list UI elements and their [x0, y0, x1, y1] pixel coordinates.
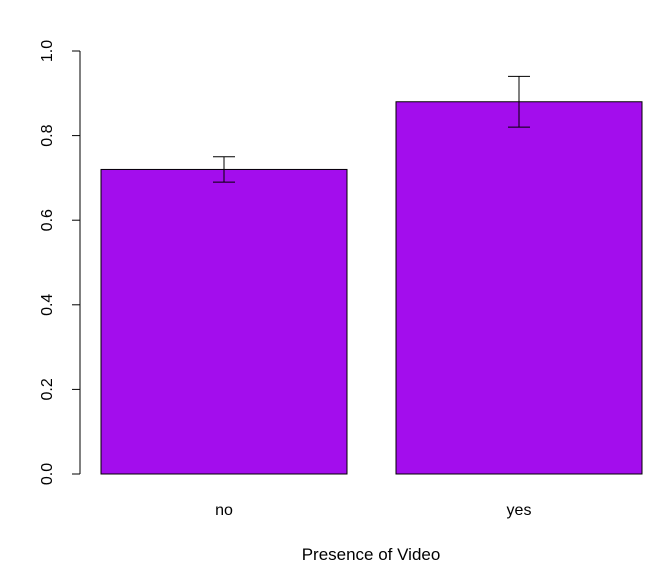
x-tick-labels: no yes [215, 502, 531, 519]
y-tick-label: 1.0 [39, 40, 56, 62]
x-tick-label-yes: yes [507, 502, 532, 519]
y-tick-label: 0.8 [39, 124, 56, 146]
error-bar-no [213, 156, 235, 183]
bar-no [100, 168, 348, 475]
y-tick-label: 0.0 [39, 463, 56, 485]
bar-yes [395, 101, 643, 475]
y-tick-label: 0.4 [39, 294, 56, 316]
y-tick-label: 0.2 [39, 378, 56, 400]
x-axis-title: Presence of Video [302, 545, 441, 564]
bars-group [100, 101, 643, 475]
error-bars-group [213, 75, 530, 183]
x-tick-label-no: no [215, 502, 233, 519]
y-tick-label: 0.6 [39, 209, 56, 231]
y-axis: 0.0 0.2 0.4 0.6 0.8 1.0 [39, 40, 81, 485]
error-bar-yes [508, 75, 530, 128]
